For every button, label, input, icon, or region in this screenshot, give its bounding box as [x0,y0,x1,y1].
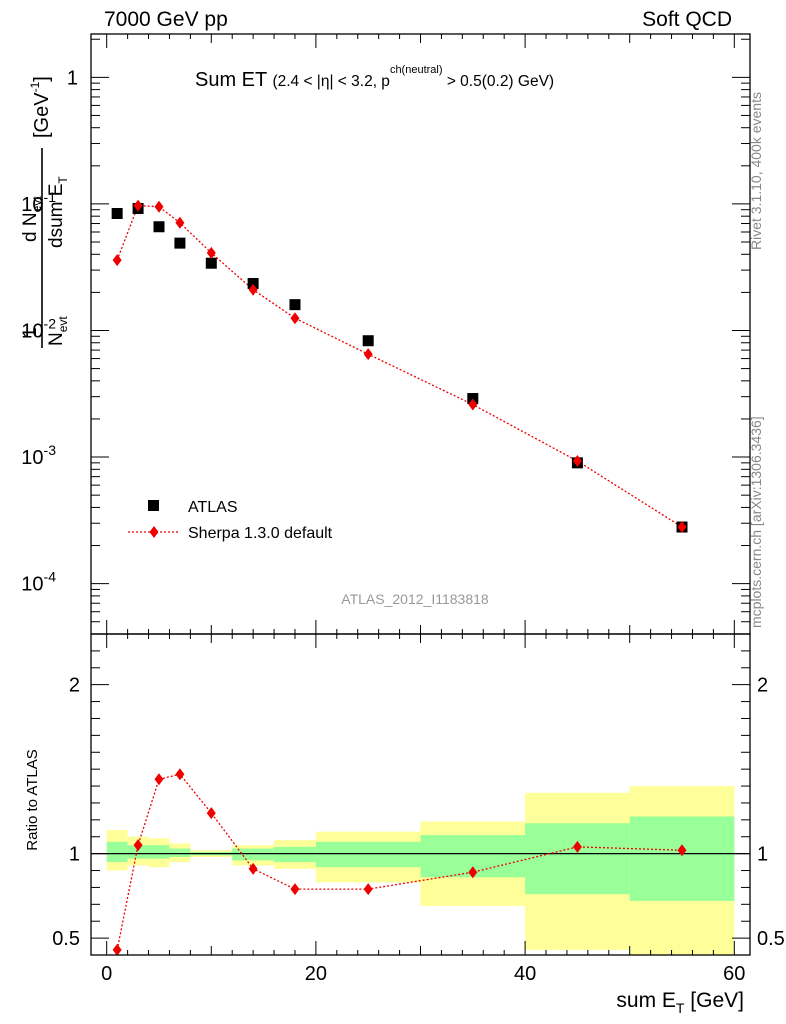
sherpa-point [290,312,300,325]
x-axis-label: sum ET [GeV] [616,989,744,1016]
ratio-y-tick-label-right: 2 [757,675,768,697]
sherpa-point [468,398,478,411]
atlas-point [153,221,165,233]
y-tick-label: 10-1 [21,189,56,216]
ratio-sherpa-point [677,844,687,857]
sherpa-point [363,348,373,361]
main-plot-frame [90,33,751,635]
ratio-band-inner [232,848,275,861]
ratio-sherpa-point [206,807,216,820]
sherpa-point [248,283,258,296]
ratio-sherpa-point [248,862,258,875]
mcplots-label: mcplots.cern.ch [arXiv:1306.3436] [748,416,764,628]
ratio-sherpa-point [133,839,143,852]
atlas-point [111,207,123,219]
sherpa-point [206,246,216,259]
ratio-y-tick-label: 1 [69,844,80,866]
x-tick-label: 20 [305,963,327,985]
sherpa-point [154,200,164,213]
ratio-band-inner [127,845,149,859]
svg-text:[GeV-1]: [GeV-1] [28,76,53,138]
header-right: Soft QCD [642,8,732,31]
svg-text:d Nevt: d Nevt [20,196,44,242]
rivet-label: Rivet 3.1.10, 400k events [748,92,764,250]
x-tick-label: 60 [723,963,745,985]
ratio-y-tick-label-right: 1 [757,844,768,866]
ratio-sherpa-point [290,883,300,896]
sherpa-point [175,216,185,229]
y-tick-label: 10-4 [21,569,56,596]
ratio-band-inner [274,846,316,863]
x-tick-label: 0 [101,963,112,985]
ratio-sherpa-point [154,773,164,786]
sherpa-point [677,521,687,534]
ratio-sherpa-point [112,943,122,956]
ratio-band-inner [148,845,170,859]
atlas-point [247,278,259,290]
sherpa-line [116,204,683,528]
ratio-y-axis-label: Ratio to ATLAS [24,749,41,850]
y-tick-label: 10-2 [21,315,56,342]
main-title: Sum ET (2.4 < |η| < 3.2, pch(neutral) > … [195,64,554,91]
y-tick-label: 1 [67,67,78,89]
ratio-sherpa-point [572,840,582,853]
y-tick-label: 10-3 [21,442,56,469]
ratio-band-inner [525,823,630,895]
atlas-point [174,237,186,249]
atlas-point [467,393,479,405]
legend-sherpa-marker [149,526,159,538]
ratio-sherpa-point [175,768,185,781]
sherpa-point [112,254,122,267]
atlas-point [362,335,374,347]
x-tick-label: 40 [514,963,536,985]
legend-atlas-marker [148,500,159,511]
svg-text:1: 1 [20,327,41,338]
ratio-y-tick-label: 2 [69,675,80,697]
watermark: ATLAS_2012_I1183818 [341,591,489,607]
svg-text:dsum ET: dsum ET [46,176,70,248]
ratio-sherpa-point [468,866,478,879]
sherpa-point [572,455,582,468]
ratio-band-inner [315,841,421,868]
ratio-band-inner [629,816,735,901]
ratio-sherpa-point [363,883,373,896]
legend-atlas-label: ATLAS [188,499,238,516]
header-left: 7000 GeV pp [104,8,228,31]
legend-sherpa-label: Sherpa 1.3.0 default [188,525,333,542]
atlas-point [289,299,301,311]
legend: ATLAS Sherpa 1.3.0 default [128,499,333,542]
ratio-y-tick-label: 0.5 [52,928,80,950]
sherpa-point [133,199,143,212]
ratio-y-tick-label-right: 0.5 [757,928,785,950]
atlas-point [205,257,217,269]
ratio-band-inner [106,841,128,863]
ratio-band-inner [169,848,191,858]
